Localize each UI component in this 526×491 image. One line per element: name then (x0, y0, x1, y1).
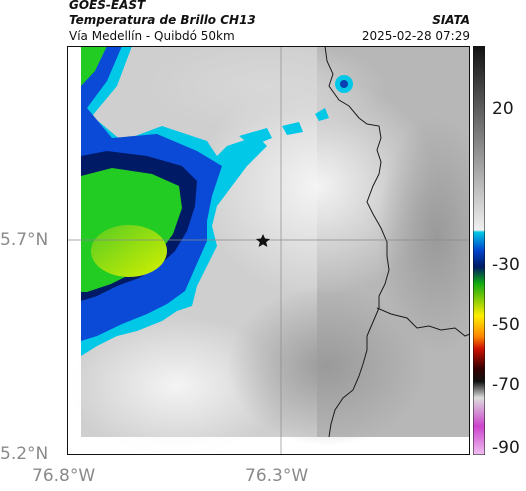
product-title: Temperatura de Brillo CH13 (69, 13, 256, 27)
datetime-label: 2025-02-28 07:29 (361, 29, 470, 43)
lon-label-76-3: 76.3°W (245, 466, 309, 486)
colorbar-tick-minus30: -30 (492, 255, 520, 275)
cloud-fragment-3 (315, 108, 329, 121)
cloud-spot-northeast-core (340, 80, 348, 88)
cloud-yellow-core (91, 225, 167, 277)
cloud-fragment-1 (239, 128, 272, 146)
gray-area-north (147, 46, 387, 131)
lat-label-5-2: 5.2°N (0, 444, 49, 464)
border-line (324, 46, 390, 438)
cloud-fragment-2 (282, 122, 303, 135)
colorbar-gradient (473, 46, 485, 455)
colorbar (473, 46, 485, 455)
brightness-temperature-map (67, 46, 470, 455)
colorbar-tick-minus90: -90 (492, 438, 520, 458)
colorbar-tick-minus50: -50 (492, 315, 520, 335)
gray-area-south (227, 286, 427, 446)
map-frame (67, 46, 470, 455)
colorbar-tick-minus70: -70 (492, 375, 520, 395)
colorbar-tick-20: 20 (492, 99, 514, 119)
lat-label-5-7: 5.7°N (0, 230, 49, 250)
star-icon (256, 234, 270, 247)
route-subtitle: Vía Medellín - Quibdó 50km (69, 29, 235, 43)
satellite-title: GOES-EAST (69, 0, 146, 12)
river-line (376, 307, 470, 337)
lon-label-76-8: 76.8°W (32, 466, 96, 486)
agency-label: SIATA (432, 13, 470, 27)
gray-area-east (377, 116, 470, 356)
